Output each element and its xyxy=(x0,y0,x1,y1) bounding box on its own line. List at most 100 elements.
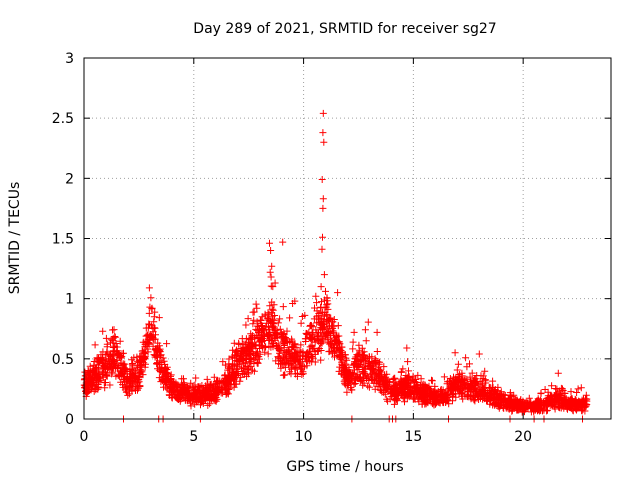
data-point xyxy=(261,310,269,318)
data-point xyxy=(87,380,95,388)
data-point xyxy=(396,380,404,388)
data-point xyxy=(210,382,218,390)
data-point xyxy=(142,342,150,350)
data-point xyxy=(464,388,472,396)
data-point xyxy=(467,377,475,385)
data-point xyxy=(269,323,276,331)
data-point xyxy=(298,362,306,370)
data-point xyxy=(414,371,422,379)
data-point xyxy=(108,370,116,378)
data-point xyxy=(99,364,107,372)
data-point xyxy=(574,385,582,393)
data-point xyxy=(343,388,351,396)
data-point xyxy=(578,398,586,406)
data-point xyxy=(149,335,157,343)
data-point xyxy=(133,353,141,361)
data-point xyxy=(297,341,305,349)
data-point xyxy=(132,367,140,375)
data-point xyxy=(266,335,274,343)
data-point xyxy=(567,388,575,396)
data-point xyxy=(439,398,447,406)
data-point xyxy=(212,378,220,386)
data-point xyxy=(111,333,119,340)
y-tick-label: 1.5 xyxy=(52,232,74,248)
data-point xyxy=(337,347,345,354)
data-point xyxy=(365,374,373,382)
data-point xyxy=(162,383,170,391)
data-point xyxy=(360,368,368,376)
data-point xyxy=(241,350,249,358)
data-point xyxy=(489,377,497,385)
data-point xyxy=(520,405,528,413)
data-point xyxy=(184,389,192,397)
data-point xyxy=(183,382,191,390)
data-point xyxy=(295,358,303,366)
data-point xyxy=(222,385,230,393)
data-point xyxy=(397,368,405,376)
data-point xyxy=(140,349,148,357)
data-point xyxy=(319,129,327,137)
data-point xyxy=(117,359,125,367)
data-point xyxy=(231,351,239,359)
data-point xyxy=(480,390,488,398)
data-point xyxy=(107,339,114,347)
data-point xyxy=(148,304,156,312)
data-point xyxy=(561,390,569,397)
data-point xyxy=(540,405,548,413)
data-point xyxy=(135,369,143,377)
data-point xyxy=(377,373,385,381)
data-point xyxy=(116,337,124,345)
data-point xyxy=(180,375,187,383)
data-point xyxy=(453,366,461,374)
data-point xyxy=(154,339,162,347)
data-point xyxy=(403,379,411,387)
data-point xyxy=(206,400,214,408)
data-point xyxy=(147,294,155,302)
data-point xyxy=(346,369,354,376)
data-point xyxy=(410,382,418,390)
data-point xyxy=(155,347,163,355)
data-point xyxy=(419,383,427,391)
data-point xyxy=(144,338,151,346)
data-point xyxy=(250,360,258,368)
data-point xyxy=(88,379,96,386)
data-point xyxy=(244,315,252,323)
data-point xyxy=(274,353,282,361)
data-point xyxy=(139,355,147,363)
data-point xyxy=(115,351,123,359)
data-point xyxy=(315,329,322,337)
data-point xyxy=(461,380,469,388)
data-point xyxy=(97,351,105,359)
data-point xyxy=(103,372,111,380)
data-point xyxy=(417,395,425,403)
data-point xyxy=(337,355,345,363)
data-point xyxy=(271,279,279,287)
data-point xyxy=(191,381,199,389)
data-point xyxy=(252,300,260,308)
data-point xyxy=(484,389,491,397)
data-point xyxy=(405,367,412,375)
data-point xyxy=(338,359,346,367)
data-point xyxy=(142,360,149,368)
data-point xyxy=(279,238,287,246)
data-point xyxy=(274,319,282,327)
data-point xyxy=(103,340,111,348)
data-point xyxy=(154,353,162,361)
data-point xyxy=(310,344,318,352)
data-point xyxy=(214,388,222,396)
data-point xyxy=(214,377,221,385)
data-point xyxy=(380,363,388,371)
data-point xyxy=(554,369,562,377)
data-point xyxy=(540,398,547,406)
data-point xyxy=(137,362,145,370)
x-tick-label: 10 xyxy=(295,429,313,445)
data-point xyxy=(268,319,276,327)
data-point xyxy=(226,366,233,374)
data-point xyxy=(338,343,346,351)
data-point xyxy=(172,379,180,387)
data-point xyxy=(255,341,263,349)
data-point xyxy=(170,380,178,388)
data-point xyxy=(309,354,317,362)
data-point xyxy=(90,361,98,369)
